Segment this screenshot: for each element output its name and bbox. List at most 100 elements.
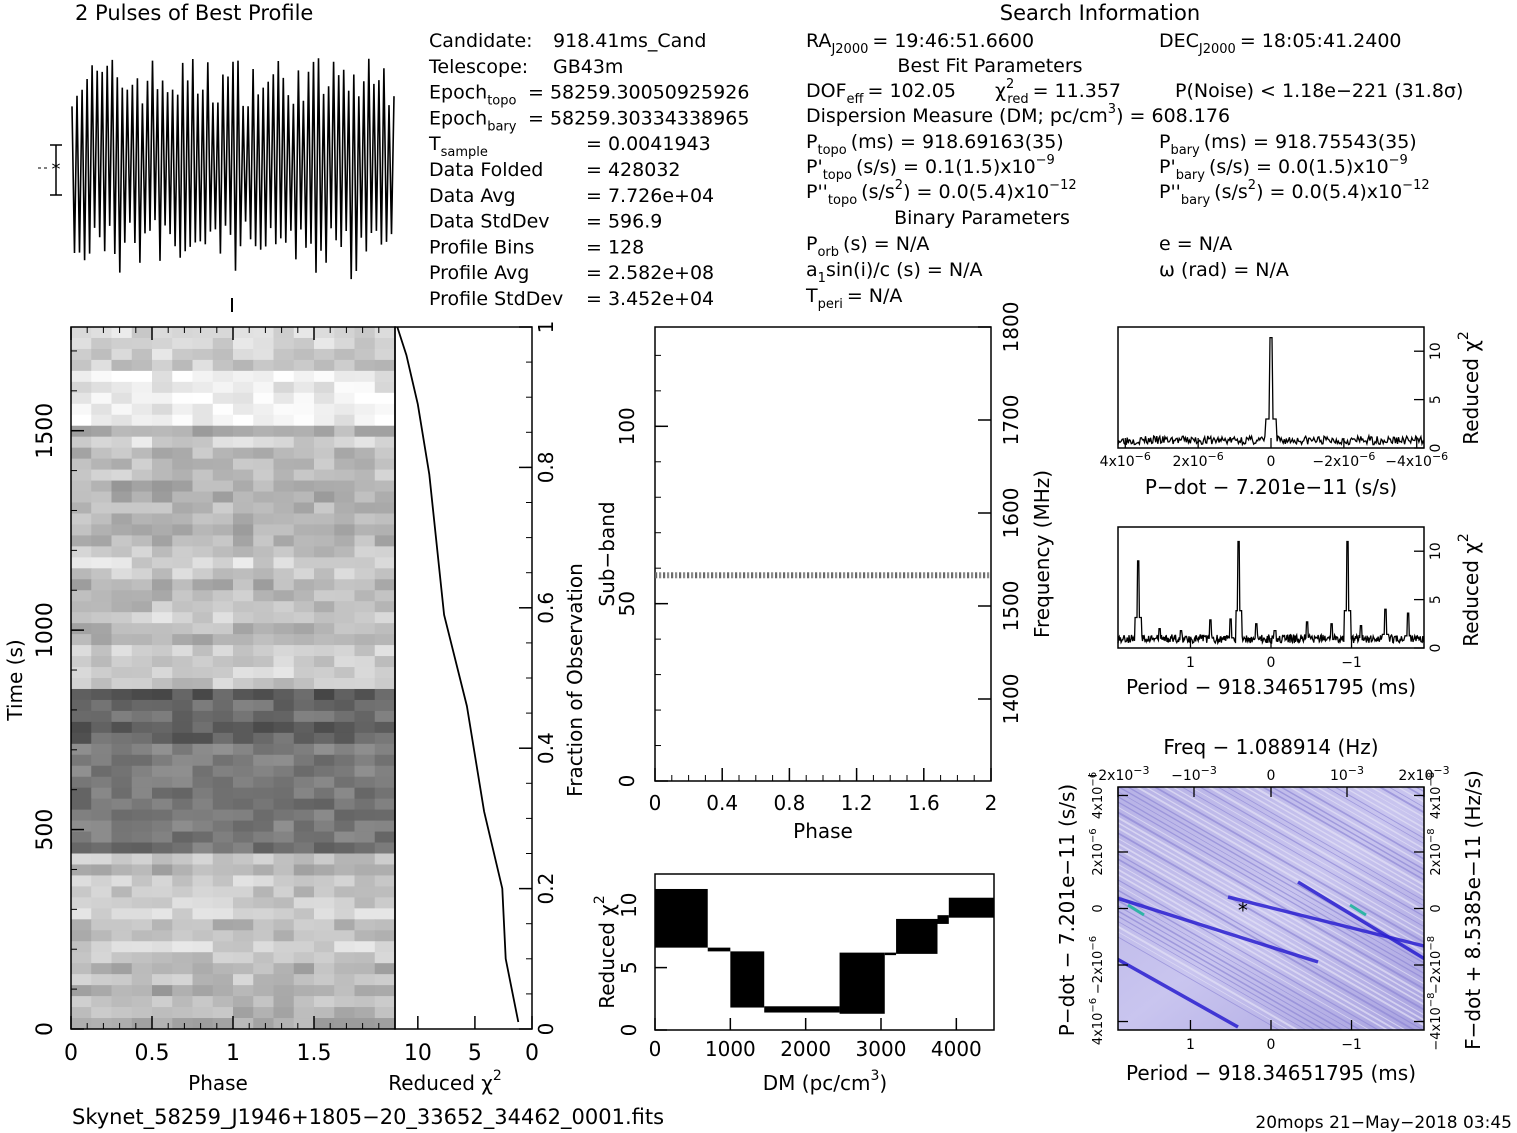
heatmap-cell [273, 645, 295, 657]
ppd-streak [1118, 796, 1424, 975]
tick-label: 5 [468, 1041, 482, 1066]
band-cell [655, 572, 658, 579]
tick-label: 0 [617, 1024, 641, 1037]
heatmap-cell [172, 469, 193, 482]
tick-label: 4x10−6 [1088, 998, 1106, 1045]
heatmap-cell [354, 535, 376, 547]
heatmap-cell [111, 985, 133, 997]
heatmap-cell [374, 612, 396, 624]
ppd-streak [1145, 787, 1424, 949]
heatmap-cell [354, 721, 376, 734]
heatmap-cell [131, 381, 153, 394]
heatmap-cell [314, 886, 335, 898]
info-mid-column: RAJ2000 = 19:46:51.6600 DECJ2000 = 18:05:4… [805, 30, 1463, 312]
heatmap-cell [71, 952, 92, 964]
heatmap-cell [111, 634, 133, 646]
dm-step [655, 888, 708, 948]
heatmap-cell [131, 513, 153, 525]
heatmap-cell [212, 765, 234, 778]
heatmap-cell [172, 381, 193, 394]
heatmap-cell [273, 919, 295, 931]
heatmap-cell [314, 656, 335, 668]
heatmap-cell [354, 491, 376, 503]
band-cell [703, 572, 706, 579]
heatmap-cell [273, 699, 295, 712]
heatmap-cell [293, 842, 315, 854]
heatmap-cell [354, 513, 376, 525]
heatmap-cell [212, 743, 234, 756]
heatmap-cell [71, 765, 92, 778]
heatmap-cell [172, 645, 193, 657]
heatmap-cell [374, 579, 396, 591]
heatmap-cell [131, 886, 153, 898]
band-cell [943, 572, 946, 579]
heatmap-cell [111, 370, 133, 383]
heatmap-cell [233, 886, 254, 898]
heatmap-cell [91, 667, 112, 679]
band-cell [935, 572, 938, 579]
heatmap-cell [273, 743, 295, 756]
heatmap-cell [172, 765, 193, 778]
heatmap-cell [354, 688, 376, 701]
heatmap-cell [91, 941, 112, 953]
heatmap-cell [152, 886, 173, 898]
heatmap-cell [233, 469, 254, 482]
heatmap-cell [152, 612, 173, 624]
heatmap-cell [334, 524, 355, 536]
heatmap-cell [192, 897, 214, 909]
heatmap-cell [131, 568, 153, 580]
heatmap-cell [293, 337, 315, 350]
heatmap-cell [71, 678, 92, 690]
heatmap-cell [111, 919, 133, 931]
heatmap-cell [334, 447, 355, 460]
heatmap-cell [71, 908, 92, 920]
heatmap-cell [273, 535, 295, 547]
heatmap-cell [91, 590, 112, 602]
heatmap-cell [354, 831, 376, 844]
heatmap-cell [293, 952, 315, 964]
heatmap-cell [293, 513, 315, 525]
ppd-streak [1118, 832, 1424, 1011]
heatmap-cell [293, 623, 315, 635]
heatmap-cell [212, 469, 234, 482]
heatmap-cell [233, 656, 254, 668]
heatmap-cell [354, 414, 376, 427]
heatmap-cell [152, 842, 173, 854]
heatmap-cell [111, 348, 133, 361]
heatmap-cell [273, 327, 295, 339]
heatmap-cell [273, 886, 295, 898]
heatmap-cell [192, 568, 214, 580]
heatmap-cell [192, 447, 214, 460]
heatmap-cell [354, 436, 376, 449]
heatmap-cell [192, 469, 214, 482]
heatmap-cell [192, 513, 214, 525]
heatmap-cell [354, 327, 376, 339]
ppd-streak [1118, 920, 1307, 1030]
band-cell [835, 572, 838, 579]
heatmap-cell [233, 853, 254, 865]
heatmap-cell [152, 864, 173, 876]
dm-step [707, 947, 731, 952]
heatmap-cell [192, 930, 214, 942]
heatmap-cell [293, 414, 315, 427]
heatmap-cell [212, 327, 234, 339]
band-cell [815, 572, 818, 579]
heatmap-cell [374, 469, 396, 482]
heatmap-cell [334, 897, 355, 909]
heatmap-cell [233, 820, 254, 833]
ppd-streak [1325, 787, 1424, 845]
heatmap-cell [152, 776, 173, 789]
heatmap-cell [314, 765, 335, 778]
heatmap-cell [91, 678, 112, 690]
heatmap-cell [374, 699, 396, 712]
heatmap-cell [192, 667, 214, 679]
heatmap-cell [152, 941, 173, 953]
heatmap-cell [131, 798, 153, 811]
heatmap-cell [273, 469, 295, 482]
heatmap-cell [273, 348, 295, 361]
heatmap-cell [354, 337, 376, 350]
heatmap-cell [233, 634, 254, 646]
heatmap-cell [131, 710, 153, 723]
heatmap-cell [253, 721, 274, 734]
